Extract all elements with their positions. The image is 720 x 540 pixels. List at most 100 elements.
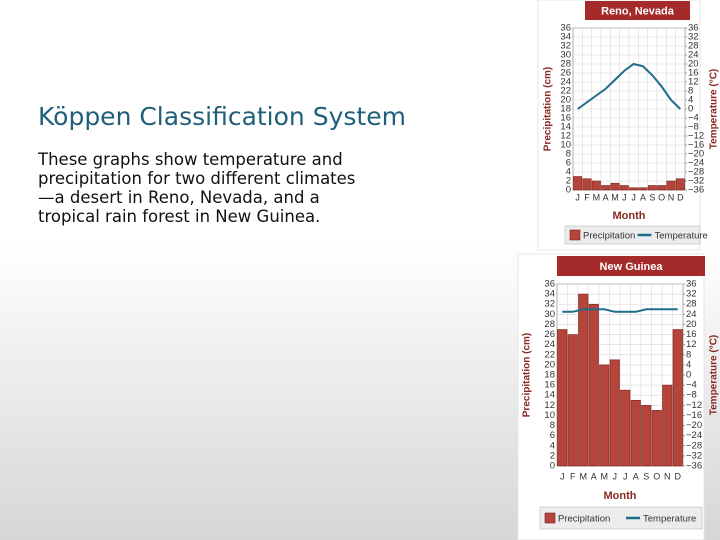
y-tick-label: 10 xyxy=(560,140,571,151)
y2-tick-label: 28 xyxy=(686,299,697,310)
y2-tick-label: 32 xyxy=(688,32,699,43)
x-tick-label: M xyxy=(601,471,609,481)
x-tick-label: A xyxy=(603,192,609,202)
y-tick-label: 2 xyxy=(566,176,571,187)
slide-title: Köppen Classification System xyxy=(38,102,406,131)
y2-tick-label: 12 xyxy=(688,77,699,88)
x-tick-label: J xyxy=(613,471,618,481)
x-tick-label: S xyxy=(643,471,649,481)
legend-label: Temperature xyxy=(655,231,708,242)
temperature-line xyxy=(562,308,678,313)
y2-tick-label: −36 xyxy=(688,185,704,196)
y-tick-label: 30 xyxy=(544,309,555,320)
y2-tick-label: −28 xyxy=(686,440,702,451)
legend-label: Temperature xyxy=(643,514,696,525)
y2-tick-label: −12 xyxy=(686,400,702,411)
y2-tick-label: −20 xyxy=(686,420,702,431)
y-tick-label: 4 xyxy=(566,167,571,178)
y-tick-label: 8 xyxy=(566,149,571,160)
y-axis-label: Precipitation (cm) xyxy=(522,333,533,417)
y-tick-label: 8 xyxy=(550,420,555,431)
precipitation-bar xyxy=(578,293,589,467)
precipitation-bar xyxy=(675,178,685,191)
temperature-line xyxy=(577,62,682,110)
y2-tick-label: −28 xyxy=(688,167,704,178)
y-tick-label: 32 xyxy=(544,299,555,310)
y-tick-label: 36 xyxy=(560,23,571,34)
y-tick-label: 16 xyxy=(544,380,555,391)
y2-tick-label: −16 xyxy=(686,410,702,421)
y-tick-label: 24 xyxy=(544,339,555,350)
slide-body: These graphs show temperature and precip… xyxy=(38,150,356,226)
y2-tick-label: 8 xyxy=(688,86,693,97)
precipitation-bar xyxy=(657,185,667,191)
y2-tick-label: 24 xyxy=(688,50,699,61)
y-tick-label: 10 xyxy=(544,410,555,421)
legend-label: Precipitation xyxy=(583,231,635,242)
x-axis-label: Month xyxy=(613,210,646,222)
x-tick-label: M xyxy=(580,471,588,481)
y-tick-label: 20 xyxy=(560,95,571,106)
precipitation-bar xyxy=(582,178,592,191)
y-tick-label: 4 xyxy=(550,440,555,451)
chart-title: Reno, Nevada xyxy=(601,5,675,17)
precipitation-bar xyxy=(651,410,662,467)
x-tick-label: M xyxy=(611,192,619,202)
precipitation-bar xyxy=(672,329,683,467)
y-tick-label: 12 xyxy=(560,131,571,142)
y-tick-label: 26 xyxy=(560,68,571,79)
precipitation-bar xyxy=(591,180,601,191)
y2-tick-label: 8 xyxy=(686,349,691,360)
chart-title: New Guinea xyxy=(600,261,664,273)
x-tick-label: D xyxy=(675,471,682,481)
y2-tick-label: 20 xyxy=(686,319,697,330)
x-axis-label: Month xyxy=(604,490,637,502)
x-tick-label: D xyxy=(677,192,684,202)
y-tick-label: 30 xyxy=(560,50,571,61)
y-tick-label: 2 xyxy=(550,450,555,461)
y2-tick-label: 0 xyxy=(686,370,691,381)
precipitation-bar xyxy=(557,329,568,467)
precipitation-bar xyxy=(666,180,676,191)
legend-box xyxy=(539,506,703,530)
x-tick-label: M xyxy=(593,192,601,202)
y2-tick-label: −16 xyxy=(688,140,704,151)
x-tick-label: A xyxy=(640,192,646,202)
y2-axis-label: Temperature (°C) xyxy=(709,69,720,150)
y2-tick-label: 24 xyxy=(686,309,697,320)
x-tick-label: O xyxy=(658,192,665,202)
precipitation-bar xyxy=(638,187,648,191)
y-tick-label: 36 xyxy=(544,279,555,290)
precipitation-bar xyxy=(620,389,631,467)
y2-tick-label: 28 xyxy=(688,41,699,52)
precipitation-bar xyxy=(609,359,620,467)
y-tick-label: 16 xyxy=(560,113,571,124)
precipitation-bar xyxy=(567,334,578,467)
y-tick-label: 20 xyxy=(544,359,555,370)
x-tick-label: A xyxy=(633,471,639,481)
x-tick-label: J xyxy=(575,192,580,202)
x-tick-label: S xyxy=(649,192,655,202)
legend-label: Precipitation xyxy=(558,514,610,525)
y2-tick-label: 12 xyxy=(686,339,697,350)
y-tick-label: 34 xyxy=(560,32,571,43)
y-tick-label: 14 xyxy=(560,122,571,133)
legend-box xyxy=(564,225,701,245)
y2-tick-label: −4 xyxy=(688,113,699,124)
y-tick-label: 6 xyxy=(550,430,555,441)
y2-tick-label: −4 xyxy=(686,380,697,391)
y-tick-label: 24 xyxy=(560,77,571,88)
precipitation-bar xyxy=(601,185,611,191)
x-tick-label: O xyxy=(653,471,660,481)
chart-header xyxy=(585,1,690,20)
y2-tick-label: 36 xyxy=(688,23,699,34)
precipitation-bar xyxy=(629,187,639,191)
y2-tick-label: −36 xyxy=(686,461,702,472)
y-tick-label: 32 xyxy=(560,41,571,52)
x-tick-label: N xyxy=(668,192,675,202)
x-tick-label: J xyxy=(623,471,628,481)
y2-tick-label: −8 xyxy=(688,122,699,133)
x-tick-label: J xyxy=(622,192,627,202)
